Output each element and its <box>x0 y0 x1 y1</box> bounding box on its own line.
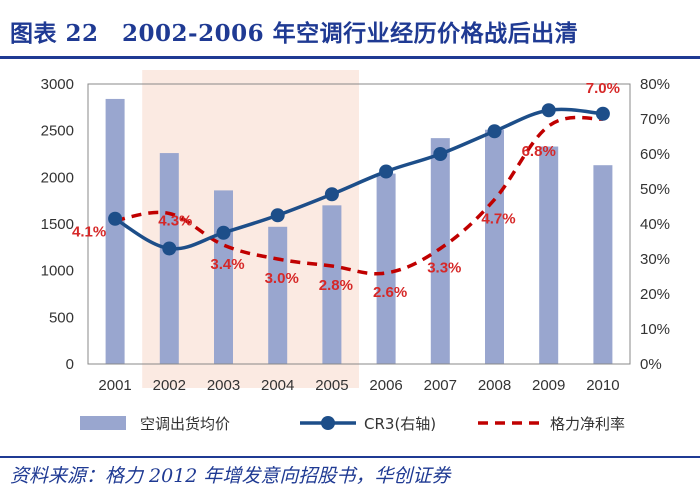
right-tick-label: 0% <box>640 356 662 373</box>
x-tick-label: 2010 <box>586 377 619 394</box>
figure-header: 图表 22 2002-2006 年空调行业经历价格战后出清 <box>0 0 700 62</box>
cr3-point <box>324 187 339 202</box>
cr3-point <box>541 103 556 118</box>
bar <box>430 138 450 364</box>
left-tick-label: 2500 <box>41 123 74 140</box>
left-tick-label: 1000 <box>41 263 74 280</box>
net-margin-data-label: 7.0% <box>586 80 620 97</box>
x-tick-label: 2008 <box>478 377 511 394</box>
left-tick-label: 2000 <box>41 169 74 186</box>
net-margin-data-label: 4.3% <box>158 213 192 230</box>
cr3-point <box>595 106 610 121</box>
cr3-point <box>433 147 448 161</box>
bar <box>159 153 179 364</box>
chart: 0 500 1000 1500 2000 2500 3000 0% 10% 20% 30% 40% 50… <box>41 70 670 433</box>
x-tick-label: 2006 <box>369 377 402 394</box>
right-tick-label: 60% <box>640 146 670 163</box>
right-tick-label: 10% <box>640 321 670 338</box>
net-margin-data-label: 3.3% <box>427 260 461 277</box>
legend-label-bar: 空调出货均价 <box>140 415 230 433</box>
x-tick-label: 2003 <box>207 377 240 394</box>
x-tick-label: 2004 <box>261 377 294 394</box>
cr3-point <box>216 225 231 240</box>
right-tick-label: 70% <box>640 111 670 128</box>
net-margin-data-label: 3.4% <box>210 256 244 273</box>
left-tick-label: 1500 <box>41 216 74 233</box>
cr3-point <box>270 208 285 223</box>
left-tick-label: 0 <box>66 356 74 373</box>
right-tick-label: 80% <box>640 76 670 93</box>
net-margin-data-label: 6.8% <box>522 143 556 160</box>
x-tick-label: 2007 <box>424 377 457 394</box>
net-margin-data-label: 2.8% <box>319 277 353 294</box>
right-tick-label: 30% <box>640 251 670 268</box>
cr3-point <box>108 211 123 226</box>
x-tick-label: 2002 <box>153 377 186 394</box>
net-margin-data-label: 3.0% <box>265 270 299 287</box>
net-margin-data-label: 4.1% <box>72 224 106 241</box>
legend-label-cr3: CR3(右轴) <box>364 415 436 433</box>
bar <box>376 173 396 364</box>
x-tick-label: 2009 <box>532 377 565 394</box>
right-tick-label: 50% <box>640 181 670 198</box>
legend-swatch-bar <box>80 416 126 430</box>
x-tick-label: 2001 <box>98 377 131 394</box>
cr3-point <box>487 124 502 139</box>
net-margin-dashed-line <box>114 115 604 276</box>
left-tick-label: 500 <box>49 309 74 326</box>
bar <box>214 190 233 364</box>
bar <box>485 129 504 364</box>
bar <box>539 146 559 364</box>
bar <box>593 165 613 364</box>
source-note: 资料来源：格力 2012 年增发意向招股书，华创证券 <box>10 465 451 487</box>
x-tick-label: 2005 <box>315 377 348 394</box>
left-tick-label: 3000 <box>41 76 74 93</box>
legend-label-net-margin: 格力净利率 <box>550 415 625 433</box>
figure-title: 图表 22 2002-2006 年空调行业经历价格战后出清 <box>10 20 579 47</box>
bar <box>268 226 288 364</box>
plot-frame <box>87 83 631 365</box>
cr3-line <box>114 107 604 251</box>
net-margin-data-label: 2.6% <box>373 284 407 301</box>
legend-marker-cr3 <box>321 416 335 430</box>
right-tick-label: 40% <box>640 216 670 233</box>
bar <box>105 98 125 364</box>
cr3-point <box>379 164 394 179</box>
net-margin-data-label: 4.7% <box>481 211 515 228</box>
cr3-point <box>162 241 177 256</box>
title-rule <box>0 56 700 59</box>
bar <box>322 205 342 364</box>
source-rule <box>0 456 700 458</box>
right-tick-label: 20% <box>640 286 670 303</box>
